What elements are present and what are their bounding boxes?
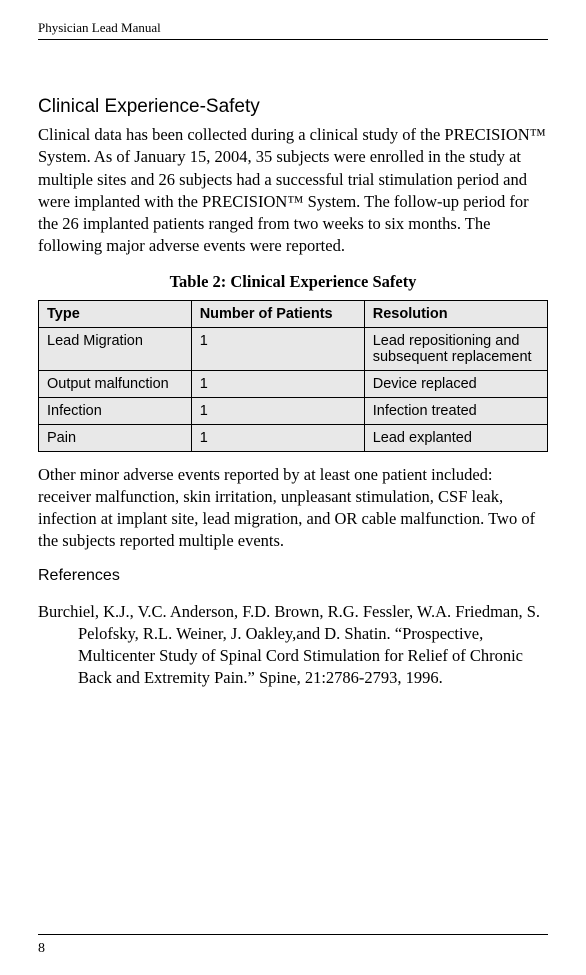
clinical-safety-table: Type Number of Patients Resolution Lead …	[38, 300, 548, 452]
cell-num: 1	[191, 397, 364, 424]
reference-entry: Burchiel, K.J., V.C. Anderson, F.D. Brow…	[38, 601, 548, 690]
intro-paragraph: Clinical data has been collected during …	[38, 124, 548, 258]
cell-type: Lead Migration	[39, 327, 192, 370]
cell-num: 1	[191, 370, 364, 397]
table-row: Pain 1 Lead explanted	[39, 424, 548, 451]
table-row: Output malfunction 1 Device replaced	[39, 370, 548, 397]
page-number: 8	[38, 941, 45, 957]
header-rule	[38, 39, 548, 40]
minor-events-paragraph: Other minor adverse events reported by a…	[38, 464, 548, 553]
table-header-row: Type Number of Patients Resolution	[39, 300, 548, 327]
table-caption: Table 2: Clinical Experience Safety	[38, 272, 548, 292]
cell-res: Lead repositioning and subsequent replac…	[364, 327, 547, 370]
col-header-resolution: Resolution	[364, 300, 547, 327]
table-row: Lead Migration 1 Lead repositioning and …	[39, 327, 548, 370]
table-row: Infection 1 Infection treated	[39, 397, 548, 424]
col-header-type: Type	[39, 300, 192, 327]
cell-num: 1	[191, 327, 364, 370]
cell-type: Output malfunction	[39, 370, 192, 397]
cell-res: Lead explanted	[364, 424, 547, 451]
cell-type: Infection	[39, 397, 192, 424]
col-header-number: Number of Patients	[191, 300, 364, 327]
running-header: Physician Lead Manual	[38, 20, 548, 36]
section-heading-clinical-safety: Clinical Experience-Safety	[38, 96, 548, 118]
cell-res: Infection treated	[364, 397, 547, 424]
footer-rule	[38, 934, 548, 935]
cell-res: Device replaced	[364, 370, 547, 397]
cell-num: 1	[191, 424, 364, 451]
cell-type: Pain	[39, 424, 192, 451]
references-heading: References	[38, 567, 548, 585]
